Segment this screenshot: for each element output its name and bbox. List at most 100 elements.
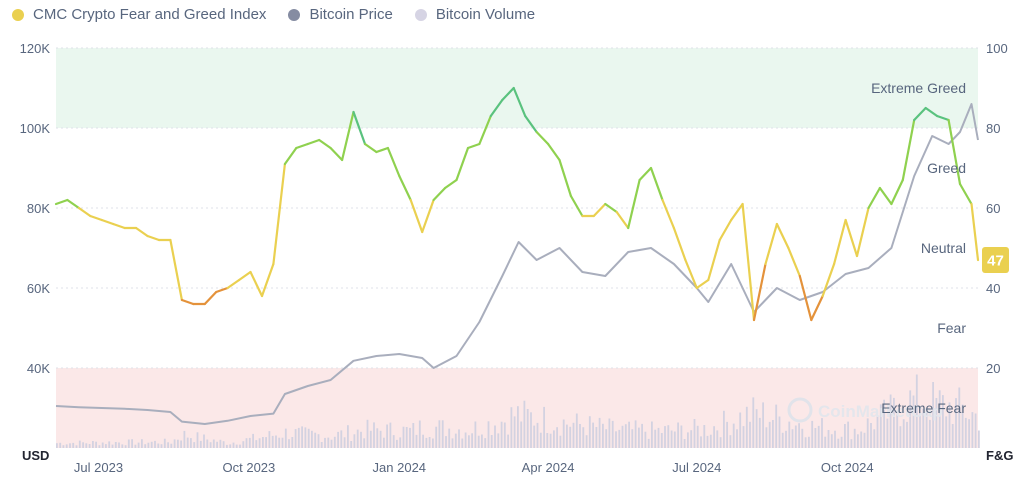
- volume-bar: [742, 426, 745, 448]
- volume-bar: [445, 436, 447, 448]
- volume-bar: [896, 412, 899, 448]
- volume-bar: [379, 430, 382, 448]
- volume-bar: [327, 437, 330, 448]
- volume-bar: [863, 432, 866, 448]
- volume-bar: [121, 444, 124, 448]
- legend-item-bitcoin-price[interactable]: Bitcoin Price: [288, 6, 393, 23]
- volume-bar: [317, 434, 320, 448]
- volume-bar: [490, 435, 493, 448]
- volume-bar: [150, 441, 153, 448]
- volume-bar: [536, 422, 539, 448]
- volume-bar: [422, 434, 424, 448]
- volume-bar: [631, 429, 634, 448]
- volume-bar: [595, 427, 598, 448]
- volume-bar: [369, 430, 372, 448]
- fear-greed-segment: [169, 238, 183, 302]
- fear-greed-segment: [272, 162, 286, 266]
- volume-bar: [111, 444, 114, 448]
- volume-bar: [644, 431, 647, 448]
- volume-bar: [837, 438, 840, 448]
- volume-bar: [448, 428, 451, 448]
- volume-bar: [673, 431, 676, 448]
- fear-greed-segment: [787, 246, 801, 278]
- volume-bar: [588, 416, 591, 448]
- volume-bar: [660, 433, 663, 448]
- volume-bar: [634, 420, 637, 448]
- volume-bar: [824, 436, 827, 448]
- fear-greed-segment: [341, 110, 355, 162]
- volume-bar: [235, 444, 238, 448]
- watermark-text: CoinMarketCap: [818, 402, 943, 421]
- volume-bar: [919, 412, 921, 448]
- volume-bar: [566, 424, 568, 448]
- volume-bar: [798, 423, 800, 448]
- volume-bar: [441, 420, 444, 448]
- volume-bar: [160, 444, 163, 448]
- volume-bar: [392, 435, 395, 448]
- chart-watermark: CoinMarketCap: [787, 397, 943, 423]
- volume-bar: [667, 425, 670, 448]
- volume-bar: [167, 442, 169, 448]
- fear-greed-segment: [695, 278, 710, 290]
- volume-bar: [203, 434, 205, 448]
- volume-bar: [611, 420, 614, 448]
- left-tick-label: 80K: [27, 201, 50, 216]
- volume-bar: [219, 439, 222, 448]
- volume-bar: [945, 416, 948, 448]
- volume-bar: [105, 444, 107, 448]
- right-axis-unit: F&G: [986, 448, 1013, 463]
- volume-bar: [59, 442, 62, 448]
- volume-bar: [186, 437, 189, 448]
- fear-greed-segment: [947, 118, 962, 186]
- volume-bar: [785, 430, 787, 448]
- legend-item-bitcoin-volume[interactable]: Bitcoin Volume: [414, 6, 535, 23]
- volume-bar: [468, 435, 470, 448]
- volume-bar: [592, 422, 594, 448]
- fear-greed-line: [54, 86, 980, 322]
- volume-bar: [553, 430, 555, 448]
- volume-bar: [137, 442, 140, 448]
- volume-bar: [239, 444, 241, 448]
- volume-bar: [363, 438, 366, 448]
- fear-greed-segment: [66, 198, 81, 210]
- volume-bar: [226, 444, 228, 448]
- volume-bar: [572, 422, 575, 448]
- legend-item-fear-greed[interactable]: CMC Crypto Fear and Greed Index: [12, 6, 266, 23]
- volume-bar: [481, 434, 483, 448]
- volume-bar: [471, 433, 473, 448]
- fear-greed-segment: [203, 290, 218, 306]
- volume-bar: [304, 427, 307, 448]
- volume-bar: [530, 412, 532, 448]
- volume-bar: [75, 445, 78, 448]
- fear-greed-segment: [604, 202, 618, 214]
- volume-bar: [88, 444, 91, 448]
- volume-bar: [539, 432, 542, 448]
- current-value-badge: 47: [982, 247, 1009, 273]
- volume-bar: [860, 431, 863, 448]
- fear-greed-segment: [489, 98, 504, 118]
- volume-bar: [883, 399, 885, 448]
- fear-greed-segment: [718, 218, 733, 242]
- zone-bands: [56, 48, 978, 448]
- fear-greed-segment: [970, 202, 980, 262]
- volume-bar: [608, 418, 611, 448]
- zone-label: Extreme Fear: [881, 400, 966, 416]
- volume-bar: [893, 397, 895, 448]
- volume-bar: [438, 420, 441, 448]
- volume-bar: [752, 397, 755, 448]
- volume-bar: [212, 439, 215, 448]
- fear-greed-segment: [466, 142, 481, 150]
- volume-bar: [749, 421, 751, 448]
- volume-bar: [337, 431, 339, 448]
- volume-bar: [618, 429, 621, 448]
- legend-dot-bitcoin-volume: [414, 8, 427, 21]
- fear-greed-segment: [592, 202, 607, 218]
- volume-bar: [78, 440, 81, 448]
- volume-bar: [951, 424, 954, 448]
- volume-bar: [396, 439, 398, 448]
- right-axis: 20 40 60 80 100: [986, 41, 1008, 376]
- volume-bar: [252, 433, 254, 448]
- volume-bar: [683, 439, 686, 448]
- volume-bar: [700, 436, 702, 448]
